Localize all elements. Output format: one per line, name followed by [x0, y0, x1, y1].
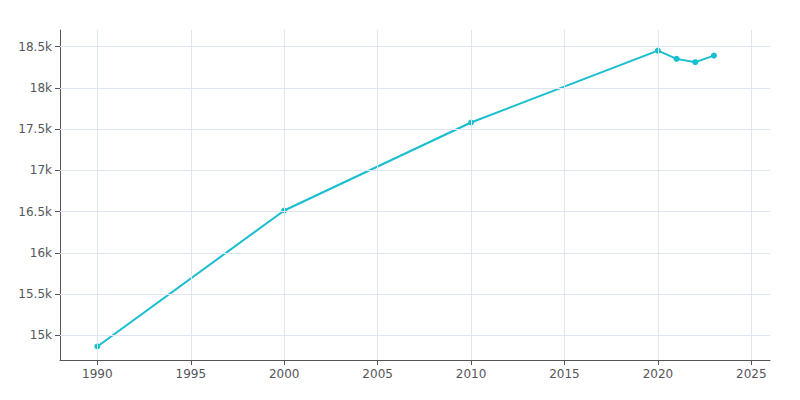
svg-text:2020: 2020: [643, 367, 674, 381]
svg-text:1995: 1995: [176, 367, 207, 381]
svg-text:2010: 2010: [456, 367, 487, 381]
svg-text:18k: 18k: [30, 81, 52, 95]
svg-text:2000: 2000: [269, 367, 300, 381]
svg-text:2005: 2005: [362, 367, 393, 381]
svg-text:1990: 1990: [82, 367, 113, 381]
svg-text:17.5k: 17.5k: [18, 122, 52, 136]
svg-text:15k: 15k: [30, 328, 52, 342]
svg-text:16.5k: 16.5k: [18, 205, 52, 219]
svg-text:16k: 16k: [30, 246, 52, 260]
svg-text:2015: 2015: [549, 367, 580, 381]
svg-text:18.5k: 18.5k: [18, 40, 52, 54]
svg-text:2025: 2025: [736, 367, 767, 381]
svg-text:17k: 17k: [30, 163, 52, 177]
svg-text:15.5k: 15.5k: [18, 287, 52, 301]
